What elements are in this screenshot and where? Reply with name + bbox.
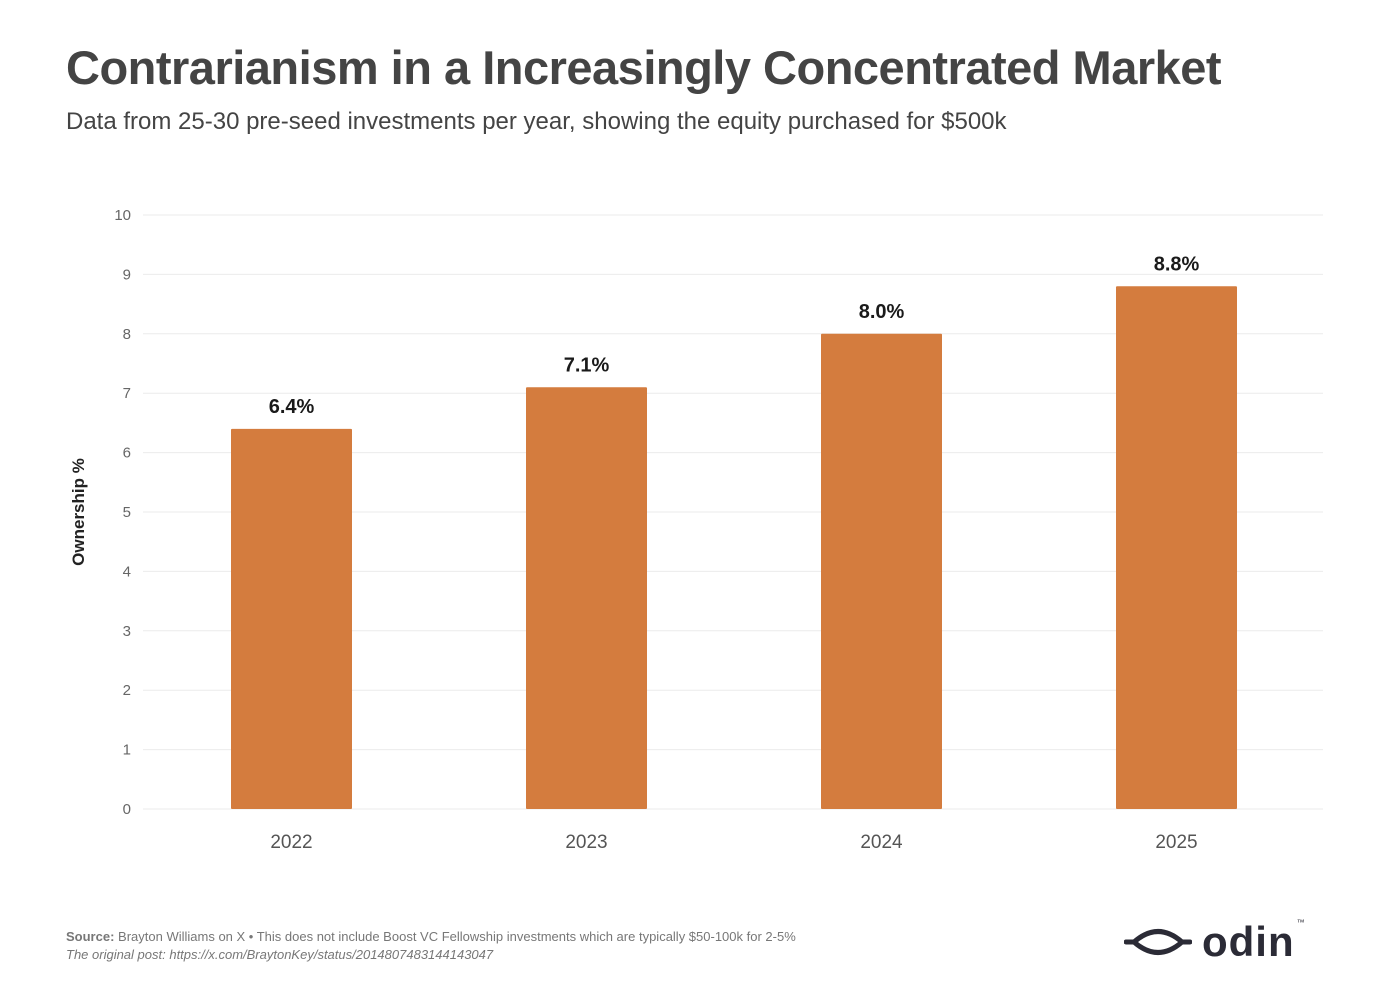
bar-2023 (526, 387, 647, 809)
data-label: 6.4% (269, 396, 315, 418)
bar-2025 (1116, 286, 1237, 809)
y-tick-label: 2 (123, 682, 131, 699)
y-tick-label: 5 (123, 504, 131, 521)
source-text: Brayton Williams on X • This does not in… (118, 929, 796, 944)
source-label: Source: (66, 929, 115, 944)
x-tick-label: 2023 (565, 832, 607, 853)
y-tick-label: 8 (123, 326, 131, 343)
logo-trademark: ™ (1296, 918, 1305, 927)
y-tick-label: 0 (123, 801, 131, 818)
bar-chart: 0 1 2 3 4 5 6 7 8 9 10 Ownership % 6.4% 2022 7.1% 2023 8… (69, 207, 1323, 853)
x-tick-label: 2022 (270, 832, 312, 853)
source-line: Source: Brayton Williams on X • This doe… (66, 928, 796, 946)
data-label: 8.0% (859, 301, 905, 323)
y-tick-label: 9 (123, 266, 131, 283)
chart-subtitle: Data from 25-30 pre-seed investments per… (66, 108, 1007, 135)
footer: Source: Brayton Williams on X • This doe… (66, 928, 796, 964)
chart-title: Contrarianism in a Increasingly Concentr… (66, 41, 1222, 94)
eye-icon (1124, 929, 1192, 955)
x-tick-label: 2024 (860, 832, 903, 853)
y-axis-label: Ownership % (69, 458, 88, 566)
y-tick-label: 4 (123, 563, 131, 580)
data-label: 8.8% (1154, 253, 1200, 275)
bar-2022 (231, 428, 352, 809)
original-post-link[interactable]: The original post: https://x.com/Brayton… (66, 947, 494, 962)
data-label: 7.1% (564, 354, 610, 376)
y-tick-label: 1 (123, 742, 131, 759)
bar-2024 (821, 333, 942, 809)
y-tick-label: 10 (114, 207, 131, 224)
odin-logo: odin ™ (1124, 918, 1305, 966)
y-tick-label: 3 (123, 623, 131, 640)
x-tick-label: 2025 (1155, 832, 1197, 853)
y-tick-label: 6 (123, 445, 131, 462)
y-tick-label: 7 (123, 385, 131, 402)
logo-wordmark: odin (1202, 918, 1295, 965)
